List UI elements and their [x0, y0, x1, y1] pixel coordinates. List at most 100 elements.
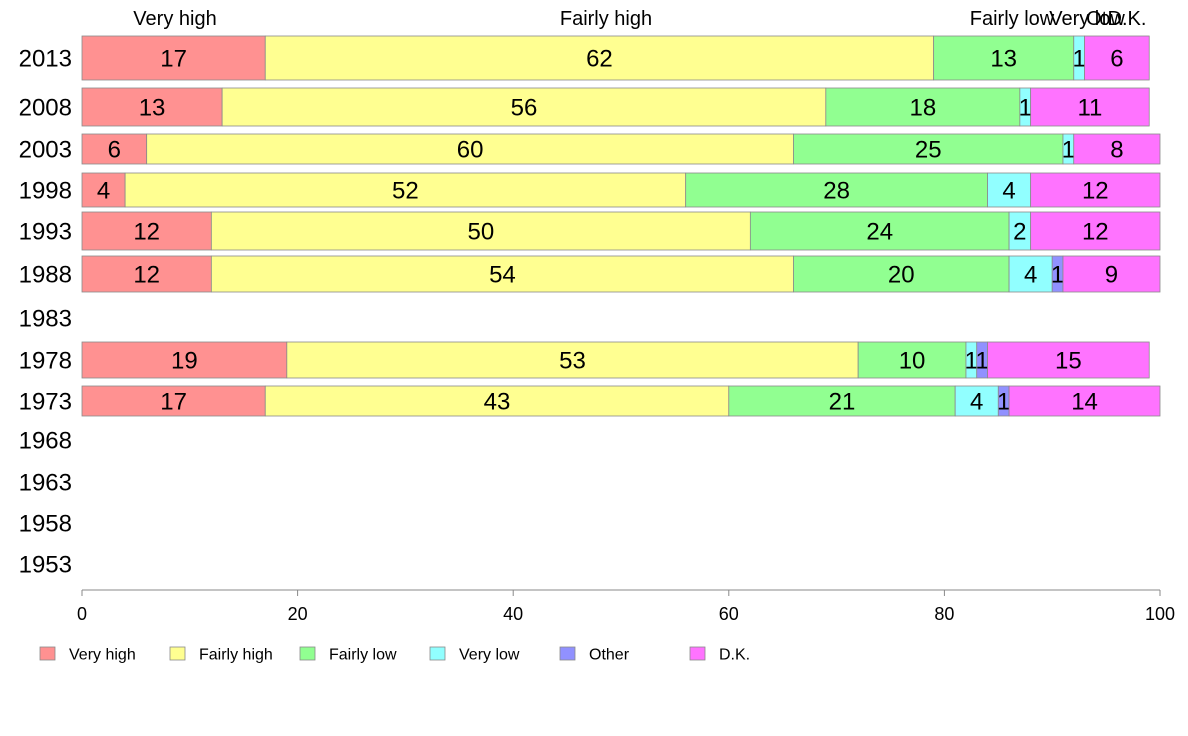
bar-label-1978-3: 1 [965, 348, 978, 375]
bar-1988-5 [1062, 255, 1161, 293]
bar-1988-1 [210, 255, 794, 293]
bar-label-2003-5: 8 [1110, 137, 1123, 164]
x-tick-label-20: 20 [288, 604, 308, 624]
column-header-5: D.K. [1108, 8, 1147, 30]
bar-label-2008-0: 13 [139, 95, 166, 122]
legend-label-1: Fairly high [199, 647, 273, 664]
bar-label-1973-2: 21 [829, 389, 856, 416]
bar-1988-0 [81, 255, 212, 293]
bar-label-2013-5: 6 [1110, 46, 1123, 73]
bar-1988-3 [1008, 255, 1053, 293]
bar-label-1978-4: 1 [975, 348, 988, 375]
column-header-1: Fairly high [560, 8, 652, 30]
bar-label-1993-5: 12 [1082, 219, 1109, 246]
bar-1993-5 [1030, 211, 1161, 251]
year-label-1958: 1958 [19, 511, 72, 538]
year-label-1978: 1978 [19, 348, 72, 375]
bar-label-1988-2: 20 [888, 262, 915, 289]
bar-label-2008-1: 56 [511, 95, 538, 122]
bar-label-1998-1: 52 [392, 178, 419, 205]
bar-1993-0 [81, 211, 212, 251]
x-tick-label-0: 0 [77, 604, 87, 624]
legend-label-2: Fairly low [329, 647, 397, 664]
legend-swatch-0 [39, 646, 56, 661]
bar-label-1978-2: 10 [899, 348, 926, 375]
legend-swatch-5 [689, 646, 706, 661]
x-tick-label-60: 60 [719, 604, 739, 624]
x-tick-label-80: 80 [934, 604, 954, 624]
bar-label-1973-5: 14 [1071, 389, 1098, 416]
bar-label-2008-3: 1 [1019, 95, 1032, 122]
bar-1998-0 [81, 172, 126, 208]
year-label-1988: 1988 [19, 262, 72, 289]
legend-swatch-3 [429, 646, 446, 661]
year-label-1963: 1963 [19, 470, 72, 497]
bar-label-2013-1: 62 [586, 46, 613, 73]
bar-2013-0 [81, 35, 266, 81]
bar-label-1978-1: 53 [559, 348, 586, 375]
bar-2008-5 [1030, 87, 1150, 127]
bar-label-1973-0: 17 [160, 389, 187, 416]
bar-2008-0 [81, 87, 223, 127]
year-label-2003: 2003 [19, 137, 72, 164]
bar-label-1993-0: 12 [133, 219, 160, 246]
bar-label-1998-2: 28 [823, 178, 850, 205]
bar-1973-5 [1008, 385, 1161, 417]
bar-label-1973-1: 43 [484, 389, 511, 416]
legend-swatch-4 [559, 646, 576, 661]
bar-1973-0 [81, 385, 266, 417]
bar-label-1998-3: 4 [1002, 178, 1015, 205]
bar-2008-2 [825, 87, 1021, 127]
legend-label-3: Very low [459, 647, 520, 664]
bar-2013-2 [933, 35, 1075, 81]
bar-label-1988-3: 4 [1024, 262, 1037, 289]
bar-1973-2 [728, 385, 956, 417]
bar-1988-2 [793, 255, 1010, 293]
year-label-1973: 1973 [19, 389, 72, 416]
bar-label-2003-2: 25 [915, 137, 942, 164]
legend-label-0: Very high [69, 647, 136, 664]
bar-label-1973-4: 1 [997, 389, 1010, 416]
bar-label-2003-0: 6 [108, 137, 121, 164]
bar-label-1993-2: 24 [866, 219, 893, 246]
bar-label-1988-1: 54 [489, 262, 516, 289]
year-label-1968: 1968 [19, 428, 72, 455]
bar-1998-5 [1030, 172, 1161, 208]
legend-swatch-2 [299, 646, 316, 661]
bar-2003-5 [1073, 133, 1161, 165]
year-label-2008: 2008 [19, 95, 72, 122]
column-header-3: Very low [1049, 8, 1125, 30]
bar-1978-1 [286, 341, 859, 379]
bar-label-2003-1: 60 [457, 137, 484, 164]
bar-label-2013-0: 17 [160, 46, 187, 73]
bar-1993-2 [749, 211, 1010, 251]
bar-label-2013-3: 1 [1072, 46, 1085, 73]
bar-label-1988-5: 9 [1105, 262, 1118, 289]
bar-label-1988-0: 12 [133, 262, 160, 289]
bar-1978-5 [987, 341, 1150, 379]
bar-label-2003-3: 1 [1062, 137, 1075, 164]
x-tick-label-40: 40 [503, 604, 523, 624]
bar-label-1978-0: 19 [171, 348, 198, 375]
bar-2003-1 [146, 133, 794, 165]
bar-label-2013-2: 13 [990, 46, 1017, 73]
year-labels: 2013 2008 2003 1998 1993 1988 1983 1978 1973 1968… [19, 46, 72, 579]
legend-swatch-1 [169, 646, 186, 661]
bar-label-1988-4: 1 [1051, 262, 1064, 289]
bar-1973-1 [264, 385, 730, 417]
legend: Very high Fairly high Fairly low Very low Ot… [39, 646, 750, 664]
column-header-0: Very high [133, 8, 216, 30]
column-header-2: Fairly low [970, 8, 1055, 30]
bar-label-1998-5: 12 [1082, 178, 1109, 205]
bar-label-1973-3: 4 [970, 389, 983, 416]
legend-label-4: Other [589, 647, 630, 664]
bar-2013-5 [1084, 35, 1150, 81]
bar-label-1998-0: 4 [97, 178, 110, 205]
bar-2003-2 [793, 133, 1064, 165]
year-label-1993: 1993 [19, 219, 72, 246]
x-tick-label-100: 100 [1145, 604, 1175, 624]
bar-label-1978-5: 15 [1055, 348, 1082, 375]
year-label-1953: 1953 [19, 552, 72, 579]
